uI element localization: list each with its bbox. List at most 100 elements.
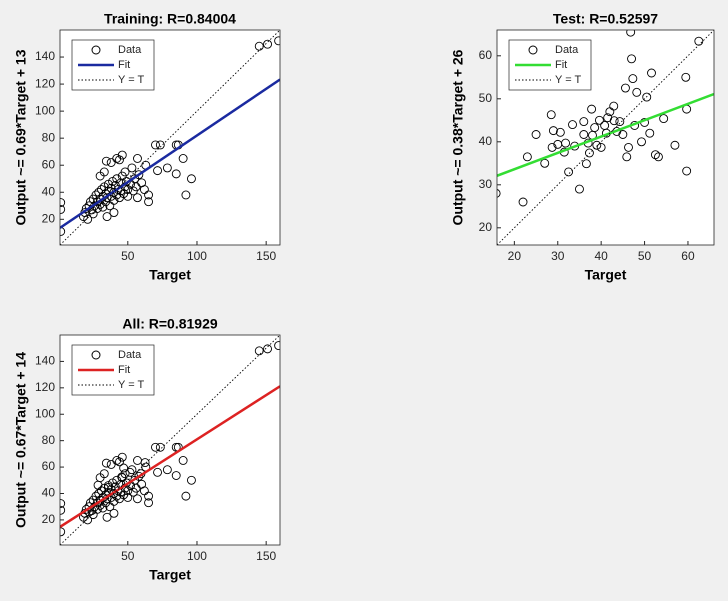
y-tick-label: 60 [479,48,493,62]
data-point [596,142,606,152]
data-point [579,117,589,127]
identity-line [60,335,280,545]
y-tick-label: 40 [479,134,493,148]
y-tick-label: 100 [35,406,55,420]
data-point [120,167,130,177]
data-point [117,472,127,482]
data-point [555,127,565,137]
y-axis-label: Output ~= 0.38*Target + 26 [450,49,466,225]
y-tick-label: 80 [42,433,56,447]
y-tick-label: 80 [42,130,56,144]
y-axis-label: Output ~= 0.67*Target + 14 [13,352,29,528]
data-point [144,197,154,207]
x-tick-label: 150 [256,549,276,563]
data-point [162,163,172,173]
data-point [592,140,602,150]
data-point [274,341,280,351]
data-point [548,126,558,136]
legend-marker [91,350,101,360]
data-point [497,189,501,198]
data-point [682,166,692,176]
chart-title: All: R=0.81929 [122,316,218,332]
data-point [102,212,112,222]
data-point [127,163,137,173]
y-axis-label: Output ~= 0.69*Target + 13 [13,49,29,225]
data-point [568,120,577,130]
legend-label: Fit [555,59,567,71]
x-tick-label: 150 [256,249,276,263]
data-point [120,469,130,479]
plot-area [60,335,280,545]
data-point [540,158,550,168]
data-point [109,195,119,205]
data-point [171,169,181,179]
data-point [153,166,162,176]
data-point [133,193,142,203]
data-point [561,138,571,148]
x-tick-label: 100 [187,249,207,263]
x-axis-label: Target [149,267,191,283]
x-tick-label: 50 [638,249,652,263]
y-tick-label: 60 [42,157,56,171]
data-point [123,493,133,502]
y-tick-label: 20 [479,220,493,234]
axes-box [59,334,281,546]
y-tick-label: 20 [42,512,56,526]
legend-label: Y = T [118,74,144,86]
data-point [632,87,642,97]
data-point [60,198,66,207]
data-point [581,159,591,169]
y-tick-label: 60 [42,459,56,473]
data-point [590,123,600,133]
legend-marker [528,45,538,55]
data-point [101,156,111,166]
data-point [645,128,655,138]
data-point [587,104,597,114]
data-point [99,167,109,177]
legend-label: Y = T [555,74,581,86]
data-point [618,130,628,139]
fit-line [60,78,280,229]
axes-box [496,29,715,246]
data-point [83,214,93,224]
data-point [151,140,160,150]
data-point [117,150,127,160]
data-point [109,496,119,506]
data-point [181,491,191,501]
legend-label: Data [118,44,142,56]
y-tick-label: 40 [42,486,56,500]
legend-label: Fit [118,59,130,71]
data-point [101,458,111,468]
data-point [93,480,103,490]
data-point [60,204,66,214]
data-point [624,142,633,152]
data-point [144,491,154,501]
data-point [609,101,619,111]
legend-label: Data [118,349,142,361]
data-point [133,154,142,163]
data-point [81,504,91,514]
data-point [637,137,646,147]
data-point [127,465,137,475]
y-tick-label: 20 [42,211,56,225]
data-point [60,505,66,515]
data-point [546,110,556,120]
data-point [579,130,589,139]
data-point [103,482,113,492]
x-tick-label: 50 [121,249,135,263]
data-point [112,456,122,465]
data-point [518,197,528,207]
data-point [547,142,557,152]
chart-title: Test: R=0.52597 [553,11,658,27]
data-point [659,114,669,124]
y-tick-label: 120 [35,76,55,90]
data-point [615,117,625,127]
x-tick-label: 50 [121,549,135,563]
plot-area [60,30,280,245]
axes-box [59,29,281,246]
data-point [151,442,160,452]
data-point [109,508,119,518]
data-point [153,467,162,477]
